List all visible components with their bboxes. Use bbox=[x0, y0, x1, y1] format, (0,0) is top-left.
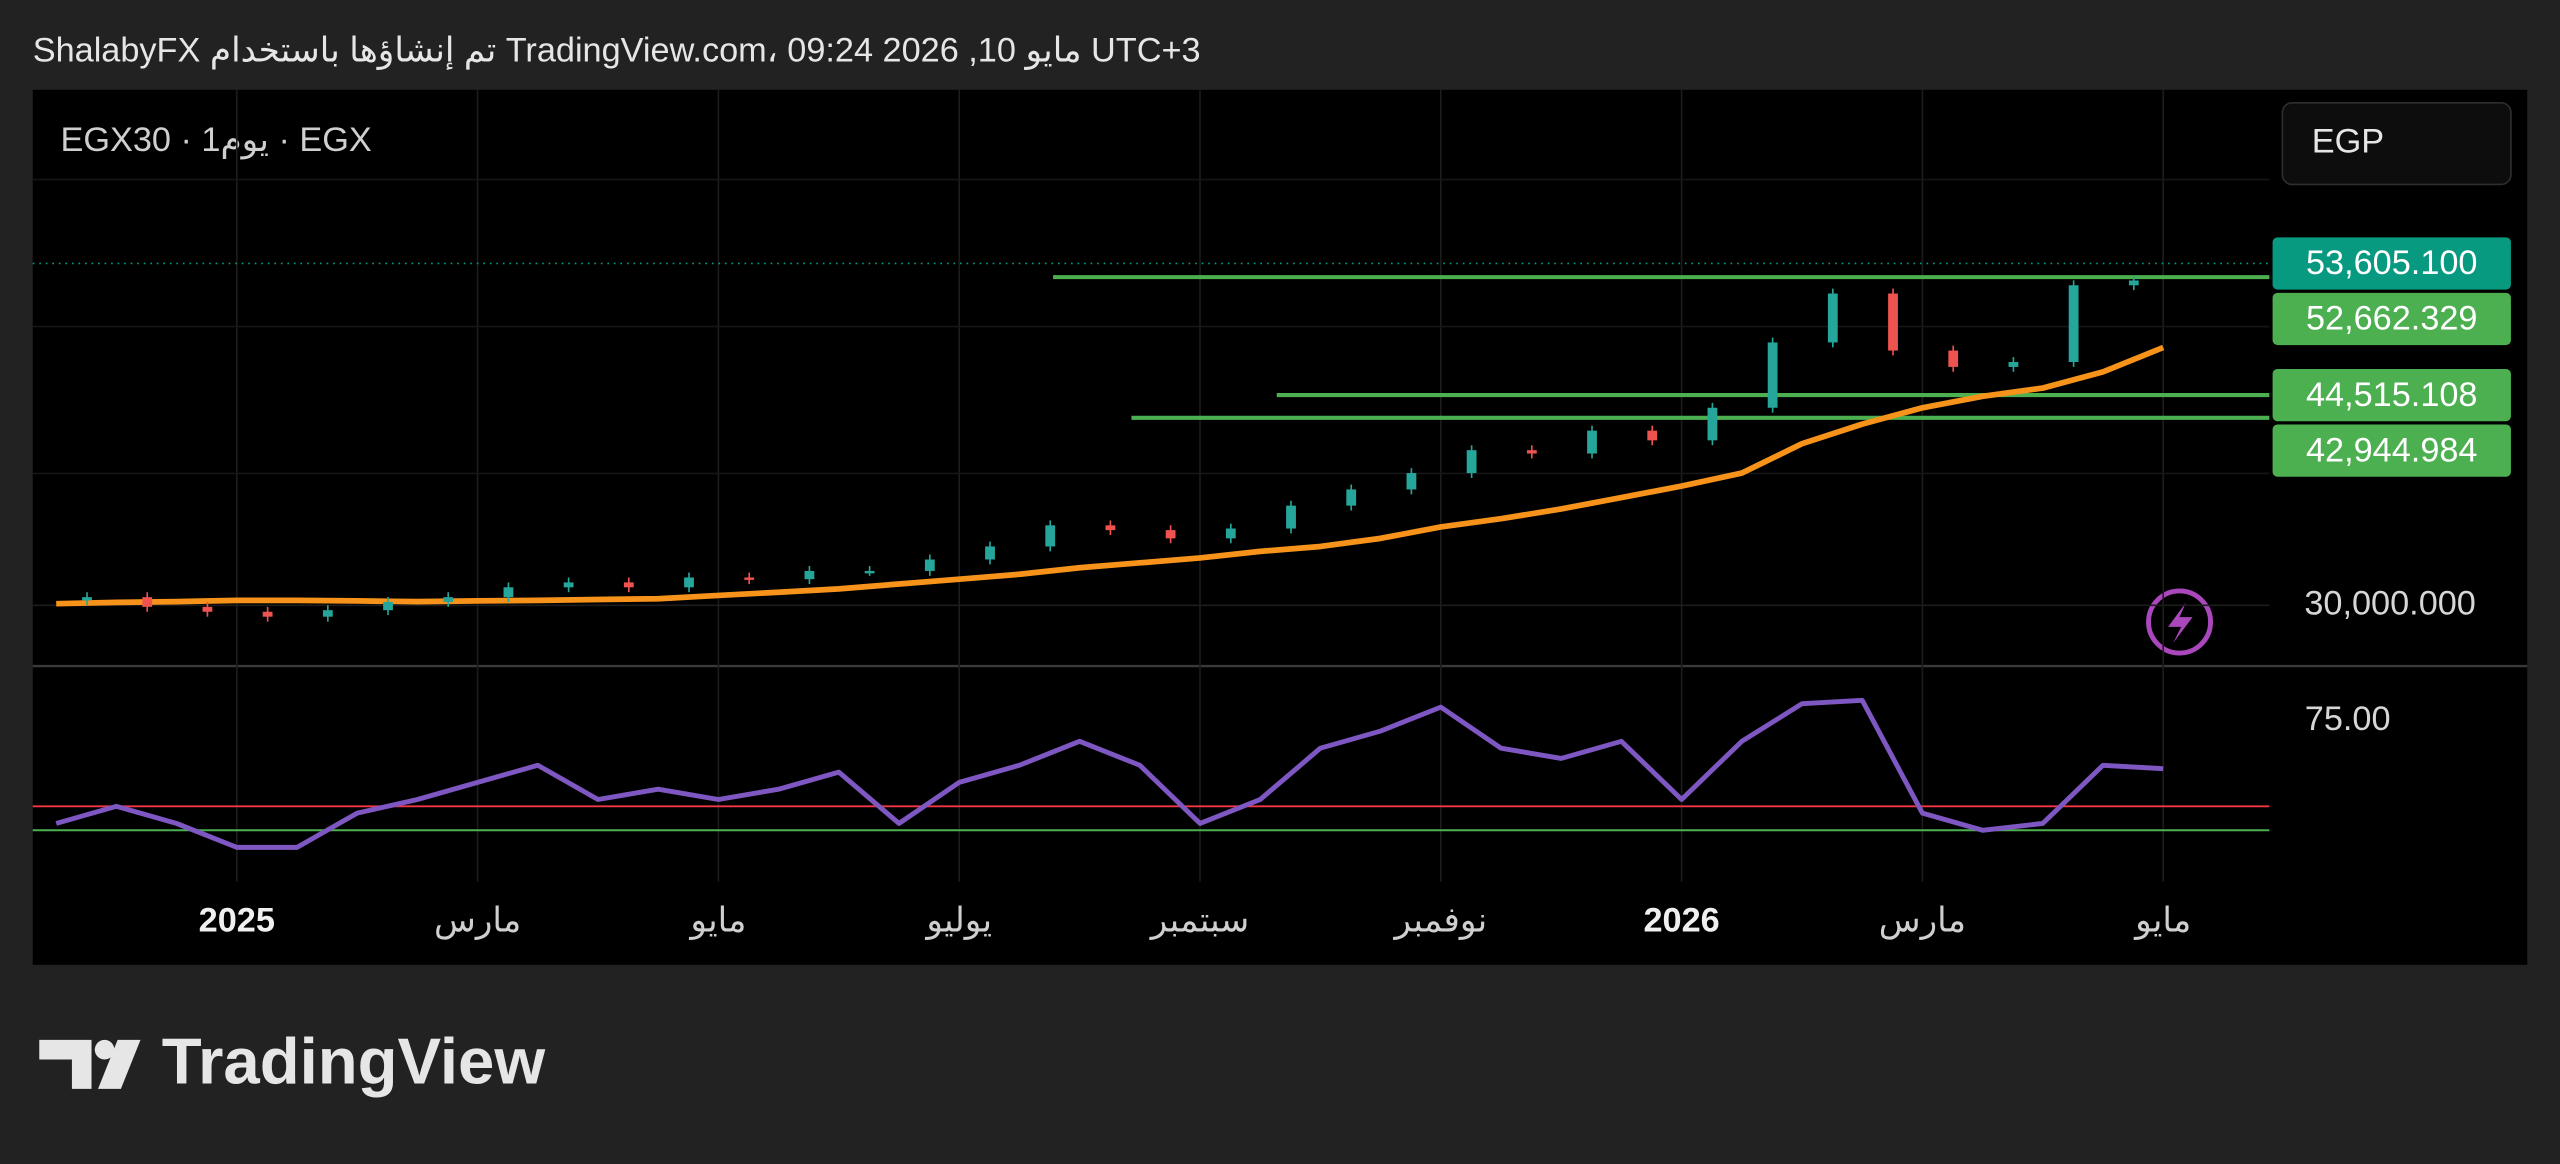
rsi-tick-label: 75.00 bbox=[2305, 700, 2391, 738]
alert-circle bbox=[2146, 588, 2213, 656]
price-label: 52,662.329 bbox=[2306, 300, 2478, 338]
candle bbox=[924, 559, 935, 571]
symbol-label: EGX30 · 1يوم · EGX bbox=[60, 121, 371, 160]
candle bbox=[1948, 350, 1959, 367]
candle bbox=[1647, 430, 1658, 441]
x-tick-label: 2026 bbox=[1643, 901, 1719, 939]
candle bbox=[1105, 525, 1116, 531]
x-tick-label: مارس bbox=[434, 901, 521, 939]
chart-panel bbox=[32, 89, 2528, 965]
currency-label: EGP bbox=[2312, 123, 2384, 161]
y-tick-label: 30,000.000 bbox=[2304, 584, 2476, 622]
candle bbox=[985, 546, 995, 560]
price-label-box bbox=[2272, 424, 2511, 477]
x-tick-label: مارس bbox=[1879, 901, 1966, 939]
candle bbox=[1045, 525, 1056, 547]
price-label: 42,944.984 bbox=[2306, 431, 2478, 469]
candle bbox=[864, 570, 875, 574]
candle bbox=[1225, 528, 1236, 539]
price-label-box bbox=[2272, 368, 2511, 422]
candle bbox=[1587, 430, 1597, 454]
moving-average-line bbox=[56, 344, 2165, 607]
candle bbox=[1346, 489, 1357, 506]
brand-logo bbox=[39, 1039, 141, 1089]
alert-icon[interactable] bbox=[2146, 588, 2213, 656]
candle bbox=[1888, 293, 1898, 351]
candle bbox=[2128, 280, 2139, 286]
candle bbox=[82, 597, 92, 601]
price-label-box bbox=[2272, 237, 2511, 290]
x-tick-label: مايو bbox=[2133, 901, 2191, 940]
candle bbox=[322, 610, 333, 617]
candle bbox=[503, 587, 514, 598]
x-tick-label: سبتمبر bbox=[1149, 901, 1249, 940]
candle bbox=[142, 597, 153, 607]
x-tick-label: يوليو bbox=[924, 901, 992, 940]
brand-name: TradingView bbox=[162, 1024, 546, 1097]
candle bbox=[563, 582, 574, 588]
price-label-box bbox=[2272, 292, 2511, 346]
candle bbox=[202, 606, 213, 612]
price-label: 53,605.100 bbox=[2306, 244, 2478, 282]
logo-t bbox=[39, 1039, 92, 1089]
candle bbox=[443, 597, 454, 602]
price-label: 44,515.108 bbox=[2306, 376, 2478, 414]
candle bbox=[2068, 285, 2079, 363]
currency-button[interactable] bbox=[2281, 102, 2512, 186]
candle bbox=[2008, 362, 2019, 367]
x-tick-label: نوفمبر bbox=[1392, 901, 1487, 940]
candle bbox=[1165, 530, 1176, 539]
candle bbox=[1406, 473, 1417, 490]
x-tick-label: 2025 bbox=[199, 901, 275, 939]
header-text: ShalabyFX تم إنشاؤها باستخدام TradingVie… bbox=[33, 31, 1201, 70]
logo-slash bbox=[98, 1039, 141, 1089]
rsi-line bbox=[55, 697, 2164, 850]
candle bbox=[804, 570, 815, 580]
x-tick-label: مايو bbox=[688, 901, 746, 940]
candle bbox=[1767, 342, 1778, 408]
candle bbox=[383, 601, 393, 611]
candle bbox=[1707, 407, 1718, 441]
candle bbox=[623, 582, 634, 588]
candle bbox=[744, 577, 755, 580]
candle bbox=[1286, 505, 1296, 529]
candle bbox=[1526, 450, 1537, 454]
candle bbox=[684, 577, 694, 588]
candle bbox=[262, 611, 273, 617]
logo-dot bbox=[94, 1039, 115, 1060]
candle bbox=[1466, 450, 1477, 474]
plot: 2025 مارس مايو يوليو سبتمبر نوفمبر 2026 مارس ماي… bbox=[32, 89, 2511, 940]
candle bbox=[1827, 293, 1838, 343]
alert-bolt bbox=[2168, 602, 2193, 644]
